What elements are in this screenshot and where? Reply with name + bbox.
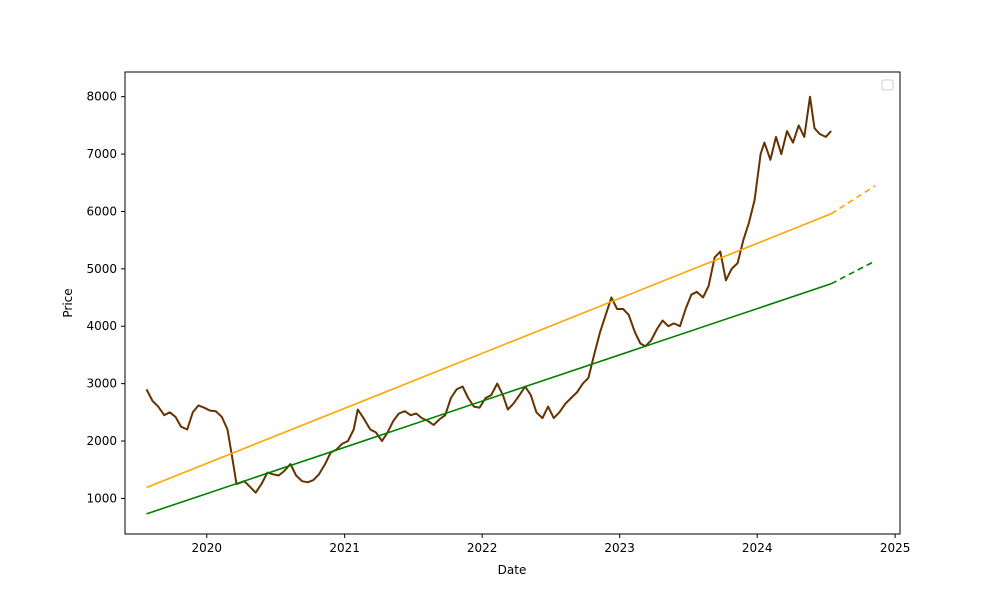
y-tick-label: 8000 xyxy=(86,90,117,104)
y-tick-label: 1000 xyxy=(86,491,117,505)
legend-box xyxy=(881,79,894,91)
series-layer xyxy=(145,95,876,515)
y-tick-label: 7000 xyxy=(86,147,117,161)
y-tick-label: 6000 xyxy=(86,204,117,218)
y-tick-label: 4000 xyxy=(86,319,117,333)
y-tick-label: 5000 xyxy=(86,262,117,276)
x-tick-label: 2024 xyxy=(742,541,773,555)
series-line-3 xyxy=(146,283,832,515)
series-line-1 xyxy=(146,213,832,489)
x-tick-label: 2023 xyxy=(604,541,635,555)
y-axis-ticks: 1000 2000 3000 4000 5000 6000 7000 8000 xyxy=(86,90,125,505)
x-axis-ticks: 2020 2021 2022 2023 2024 2025 xyxy=(191,534,910,555)
series-line-0 xyxy=(145,95,832,494)
plot-frame xyxy=(124,71,901,535)
x-tick-label: 2020 xyxy=(191,541,222,555)
x-axis-label: Date xyxy=(498,563,527,577)
y-axis-label: Price xyxy=(61,288,75,317)
x-tick-label: 2022 xyxy=(467,541,498,555)
y-tick-label: 3000 xyxy=(86,377,117,391)
y-tick-label: 2000 xyxy=(86,434,117,448)
series-line-2 xyxy=(830,184,876,215)
x-tick-label: 2021 xyxy=(329,541,360,555)
x-tick-label: 2025 xyxy=(880,541,911,555)
series-line-4 xyxy=(830,260,876,285)
